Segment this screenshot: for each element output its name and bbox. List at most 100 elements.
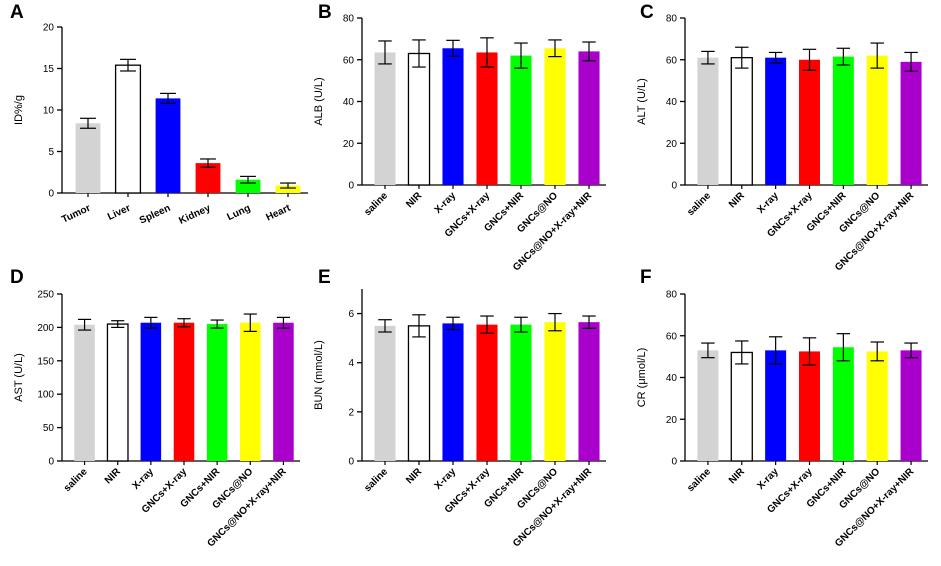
panel-a-ytick-label: 0 (48, 189, 54, 200)
panel-c-bar-2 (765, 57, 787, 185)
panel-a-bar-2 (155, 98, 181, 193)
panel-e-ytick-label: 6 (348, 309, 354, 320)
panel-d-bar-0 (74, 324, 95, 461)
panel-a-bar-1 (114, 64, 142, 194)
panel-e-bar-6 (578, 322, 600, 461)
panel-a: A 0 5 10 15 20 ID%/g Tumor Liver Spleen Kidney Lung… (10, 2, 308, 227)
panel-a-bar-5 (275, 185, 301, 193)
panel-e-bar-5 (544, 322, 566, 461)
panel-f-bar-0 (697, 350, 719, 461)
panel-f-category-label-2: X-ray (755, 466, 781, 492)
panel-c-ylabel: ALT (U/L) (636, 78, 648, 125)
panel-b-ytick-label: 40 (343, 97, 355, 108)
panel-f-ytick-label: 40 (666, 373, 678, 384)
panel-d-bar-1 (106, 323, 129, 462)
panel-f-ytick-label: 80 (666, 290, 678, 301)
panel-a-ytick-label: 20 (43, 23, 55, 34)
panel-a-letter: A (10, 2, 24, 23)
panel-a-ytick-label: 5 (48, 147, 54, 158)
panel-f-ytick-label: 0 (671, 457, 677, 468)
panel-b-ytick-label: 80 (343, 14, 355, 25)
panel-d-bar-3 (173, 322, 195, 461)
panel-c-category-label-1: NIR (727, 190, 748, 211)
panel-b-bar-2 (442, 48, 464, 185)
panel-d-ytick-label: 200 (37, 323, 54, 334)
panel-c-bar-5 (866, 55, 888, 186)
panel-e-letter: E (318, 267, 331, 288)
panel-d-ytick-label: 150 (37, 356, 54, 367)
panel-a-bar-3 (195, 163, 221, 193)
panel-f-bar-3 (799, 351, 820, 461)
panel-d-ytick-label: 100 (37, 390, 54, 401)
panel-e-ytick-label: 0 (348, 457, 354, 468)
panel-d-category-label-0: saline (62, 466, 90, 494)
panel-f-category-label-0: saline (685, 466, 713, 494)
panel-c-bar-4 (832, 56, 854, 186)
panel-f-bar-2 (765, 350, 787, 461)
panel-c-ytick-label: 20 (666, 139, 678, 150)
panel-d-category-label-2: X-ray (131, 466, 157, 492)
panel-c-letter: C (640, 2, 654, 23)
panel-d-ytick-label: 0 (48, 457, 54, 468)
panel-a-bar-0 (75, 123, 101, 193)
panel-c-ytick-label: 60 (666, 55, 678, 66)
panel-d-ytick-label: 250 (37, 290, 54, 301)
panel-d-category-label-1: NIR (103, 466, 124, 487)
panel-d-bar-2 (140, 322, 162, 461)
panel-c-bar-0 (697, 57, 719, 185)
panel-e-ytick-label: 2 (348, 407, 354, 418)
panel-e-ylabel: BUN (mmol/L) (313, 340, 325, 410)
panel-d-bar-5 (240, 322, 261, 461)
panel-b-ytick-label: 0 (348, 181, 354, 192)
panel-e-category-label-1: NIR (404, 466, 425, 487)
panel-b-category-label-2: X-ray (433, 190, 459, 216)
panel-d-ytick-label: 50 (43, 423, 55, 434)
panel-f-ytick-label: 60 (666, 331, 678, 342)
panel-d-bar-4 (206, 324, 228, 461)
panel-f-bar-5 (866, 351, 888, 461)
panel-a-category-label-0: Tumor (60, 203, 92, 226)
panel-e-ytick-label: 4 (348, 358, 354, 369)
panel-c-ytick-label: 0 (671, 181, 677, 192)
panel-e-bar-0 (374, 325, 396, 461)
panel-f-category-label-1: NIR (727, 466, 748, 487)
panel-e-bar-4 (510, 324, 532, 461)
panel-b-bar-5 (544, 48, 566, 185)
panel-d-bar-6 (273, 322, 294, 461)
panel-f-bar-6 (900, 350, 922, 461)
panel-f-bar-1 (730, 351, 753, 462)
panel-b-letter: B (318, 2, 332, 23)
panel-e-category-label-0: saline (362, 466, 390, 494)
panel-e-bar-3 (476, 324, 498, 461)
panel-b-bar-6 (578, 51, 600, 186)
panel-c-ytick-label: 80 (666, 14, 678, 25)
panel-c-ytick-label: 40 (666, 97, 678, 108)
panel-e-category-label-2: X-ray (433, 466, 459, 492)
panel-a-category-label-3: Kidney (177, 203, 212, 227)
panel-a-ylabel: ID%/g (13, 95, 25, 125)
panel-b-category-label-0: saline (362, 190, 390, 218)
panel-c-category-label-0: saline (685, 190, 713, 218)
panel-a-ytick-label: 10 (43, 106, 55, 117)
panel-d-ylabel: AST (U/L) (13, 353, 25, 402)
panel-c-category-label-2: X-ray (755, 190, 781, 216)
panel-b-ytick-label: 60 (343, 55, 355, 66)
panel-f-letter: F (640, 267, 652, 288)
panel-c-bar-6 (900, 61, 922, 185)
panel-a-ytick-label: 15 (43, 64, 55, 75)
panel-b-bar-4 (510, 55, 532, 186)
panel-e-bar-1 (407, 325, 431, 462)
panel-c-bar-1 (730, 57, 753, 186)
panel-a-category-label-1: Liver (106, 203, 132, 223)
panel-d-letter: D (10, 267, 24, 288)
panel-c-bar-3 (799, 59, 820, 185)
panel-a-category-label-5: Heart (264, 202, 292, 223)
panel-b-ytick-label: 20 (343, 139, 355, 150)
panel-f-ytick-label: 20 (666, 415, 678, 426)
